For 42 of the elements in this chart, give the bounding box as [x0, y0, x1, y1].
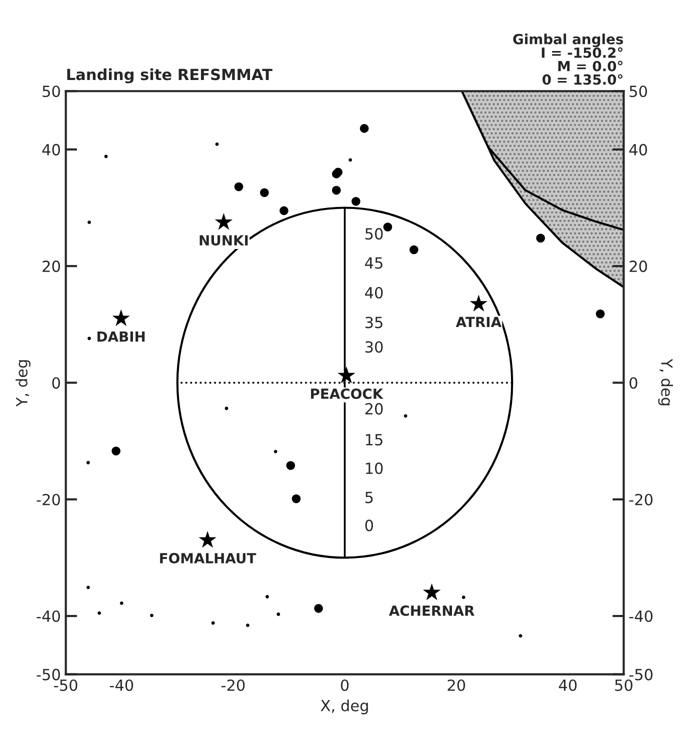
y-tick-label: -40 — [36, 610, 60, 622]
y2-tick-label: -20 — [629, 494, 652, 506]
series-label: PEACOCK — [311, 388, 384, 399]
y2-tick-label: 0 — [630, 377, 638, 389]
annotation: 10 — [366, 462, 383, 474]
y2-tick-label: 20 — [630, 260, 647, 272]
series-label: ATRIA — [456, 316, 502, 328]
y-tick-label: 20 — [42, 260, 60, 272]
annotation: 20 — [365, 403, 383, 415]
series-label: DABIH — [98, 332, 145, 342]
y-axis-title: Y, deg — [16, 360, 30, 407]
y-tick-label: 40 — [42, 144, 60, 156]
annotation: 30 — [365, 341, 383, 353]
x-tick-label: 0 — [340, 679, 349, 692]
text: Gimbal angles I = -150.2° M = 0.0° 0 = 135.0° — [513, 34, 624, 85]
series-label: ACHERNAR — [388, 605, 474, 616]
annotation: 0 — [365, 520, 373, 532]
annotation: 50 — [365, 228, 383, 240]
series-label: NUNKI — [200, 235, 248, 246]
y2-tick-label: -50 — [629, 668, 652, 680]
x-tick-label: 40 — [558, 679, 577, 692]
x-tick-label: -40 — [110, 679, 134, 692]
chart-title: Landing site REFSMMAT — [67, 68, 272, 84]
y-tick-label: -50 — [36, 668, 60, 680]
annotation: 45 — [365, 257, 382, 269]
annotation: 15 — [366, 434, 382, 446]
y-tick-label: 50 — [42, 86, 60, 98]
x-tick-label: 50 — [615, 679, 632, 692]
x-tick-label: -20 — [221, 679, 245, 692]
x-tick-label: -50 — [54, 679, 78, 692]
y-tick-label: 0 — [52, 377, 60, 389]
x-axis-title: X, deg — [320, 700, 368, 714]
y-tick-label: -20 — [36, 494, 60, 506]
y2-axis-title: Y, deg — [658, 358, 673, 406]
x-tick-label: 20 — [448, 679, 466, 692]
annotation: 5 — [365, 492, 373, 504]
y2-tick-label: 40 — [629, 144, 647, 156]
y2-tick-label: 50 — [630, 86, 647, 98]
annotation: 40 — [365, 286, 383, 299]
series-label: FOMALHAUT — [160, 552, 256, 564]
y2-tick-label: -40 — [629, 610, 652, 622]
annotation: 35 — [365, 316, 382, 328]
